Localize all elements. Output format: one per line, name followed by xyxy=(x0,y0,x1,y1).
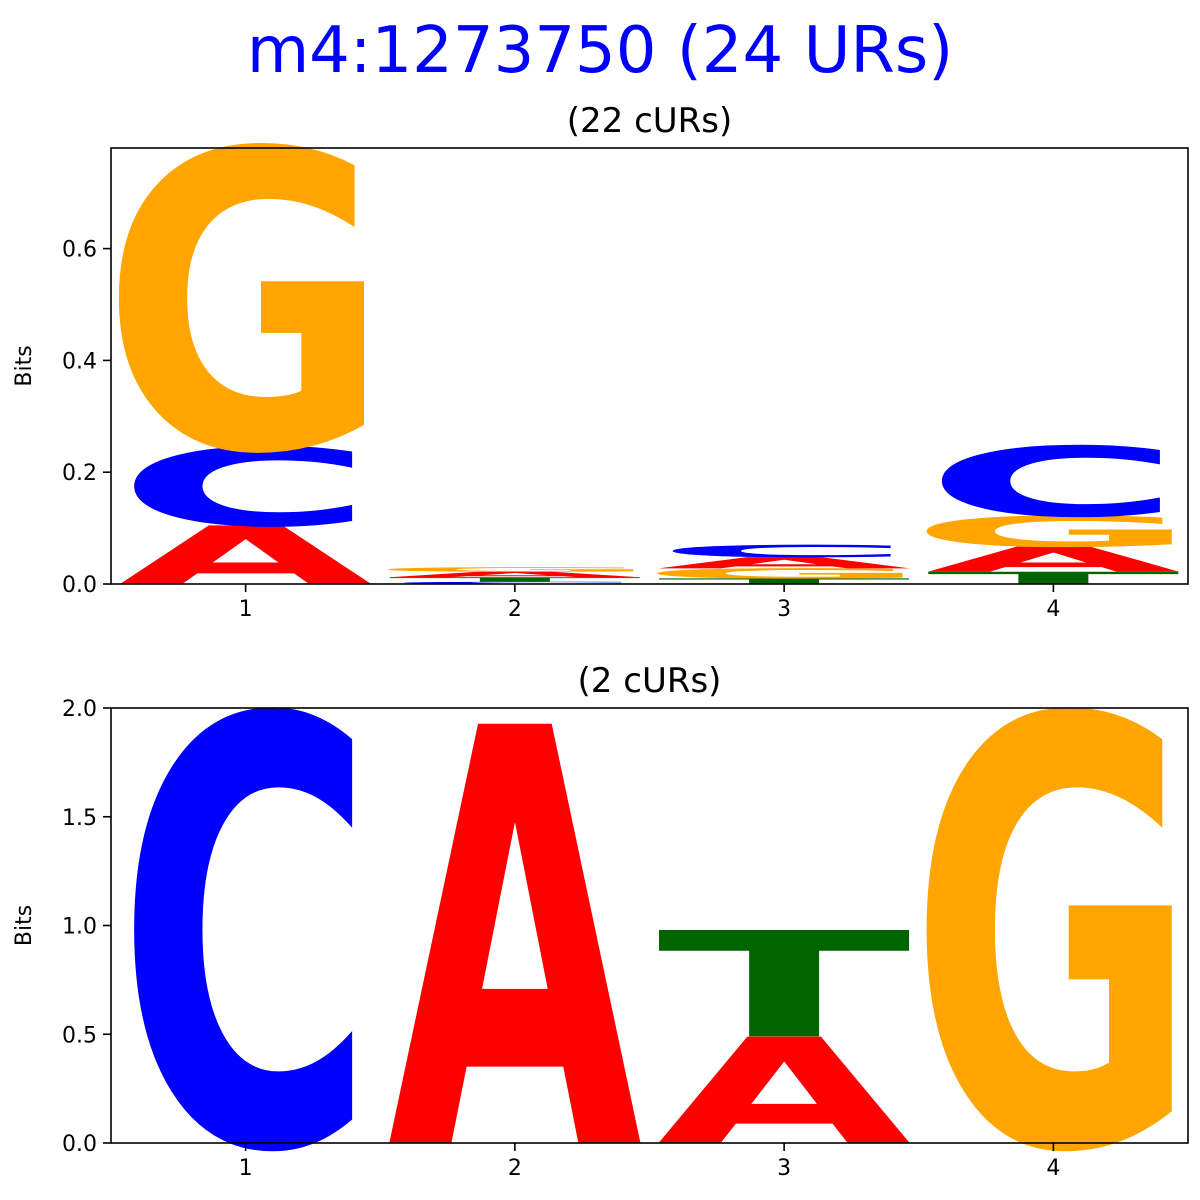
logo-letter-G: G xyxy=(909,599,1198,1200)
logo-letter-G: G xyxy=(101,68,390,545)
logo-letter-C: C xyxy=(924,427,1182,538)
y-tick-label: 1.0 xyxy=(62,915,97,940)
logo-letter-G: G xyxy=(640,566,929,582)
x-tick-label: 3 xyxy=(777,597,791,622)
y-tick-label: 0.2 xyxy=(62,461,97,486)
axes-frame xyxy=(110,147,1189,585)
logo-letter-T: T xyxy=(657,901,913,1071)
x-tick-label: 1 xyxy=(239,597,253,622)
y-tick-label: 0.0 xyxy=(62,1132,97,1157)
y-tick-label: 0.6 xyxy=(62,238,97,263)
logo-letter-C: C xyxy=(117,599,375,1200)
x-tick-label: 4 xyxy=(1046,1156,1060,1181)
x-tick-label: 4 xyxy=(1046,597,1060,622)
x-tick-label: 3 xyxy=(777,1156,791,1181)
y-tick-label: 1.5 xyxy=(62,806,97,831)
logo-panel-1: (22 cURs)BitsACGCTAGTGACTAGC0.00.20.40.6… xyxy=(12,68,1198,622)
x-tick-label: 2 xyxy=(508,597,522,622)
x-tick-label: 2 xyxy=(508,1156,522,1181)
logo-letter-T: T xyxy=(657,577,913,586)
y-tick-label: 0.0 xyxy=(62,573,97,598)
panel-title: (22 cURs) xyxy=(567,101,733,141)
logo-letter-T: T xyxy=(926,568,1182,588)
logo-letter-A: A xyxy=(926,540,1180,580)
panel-title: (2 cURs) xyxy=(578,661,722,701)
logo-letter-C: C xyxy=(117,426,375,551)
logo-letter-G: G xyxy=(371,566,660,573)
logo-letter-A: A xyxy=(657,554,911,572)
main-title: m4:1273750 (24 URs) xyxy=(246,14,954,88)
y-tick-label: 0.5 xyxy=(62,1023,97,1048)
logo-letter-A: A xyxy=(388,610,645,1200)
logo-letter-A: A xyxy=(388,570,642,579)
logo-letter-C: C xyxy=(655,542,913,562)
logo-letter-T: T xyxy=(388,576,644,583)
y-tick-label: 2.0 xyxy=(62,697,97,722)
y-axis-label: Bits xyxy=(12,345,37,386)
y-axis-label: Bits xyxy=(12,905,37,946)
logo-letter-C: C xyxy=(386,581,644,585)
logo-letter-G: G xyxy=(909,508,1198,557)
y-tick-label: 0.4 xyxy=(62,349,97,374)
x-tick-label: 1 xyxy=(239,1156,253,1181)
